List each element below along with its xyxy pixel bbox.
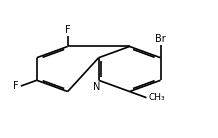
Text: N: N: [93, 82, 100, 92]
Text: Br: Br: [155, 34, 166, 44]
Text: F: F: [65, 25, 70, 35]
Text: CH₃: CH₃: [148, 93, 165, 102]
Text: F: F: [13, 81, 19, 91]
